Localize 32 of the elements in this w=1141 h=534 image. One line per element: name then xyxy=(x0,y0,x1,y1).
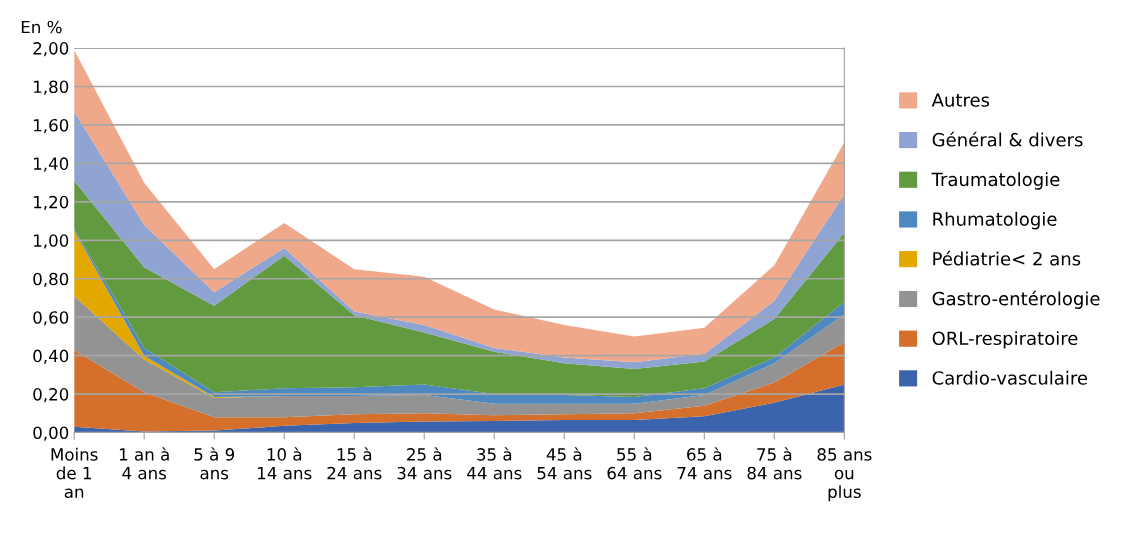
x-tick-label: 15 à 24 ans xyxy=(327,447,382,480)
x-tick-label: 75 à 84 ans xyxy=(747,447,802,480)
x-tick-label: Moins de 1 an xyxy=(51,447,98,499)
x-tick-label: 35 à 44 ans xyxy=(467,447,522,480)
legend-label: Autres xyxy=(931,93,990,107)
y-tick-label: 1,60 xyxy=(34,118,69,134)
y-tick-label: 1,20 xyxy=(34,195,69,211)
legend-label: Traumatologie xyxy=(931,172,1060,190)
x-tick-label: 25 à 34 ans xyxy=(397,447,452,480)
x-tick-label: 45 à 54 ans xyxy=(537,447,592,480)
y-tick-label: 0,20 xyxy=(33,388,69,403)
legend-label: Cardio-vasculaire xyxy=(932,370,1088,385)
legend-label: Pédiatrie< 2 ans xyxy=(933,250,1081,266)
x-tick-label: 10 à 14 ans xyxy=(258,447,312,480)
y-tick-label: 1,00 xyxy=(34,234,69,249)
y-tick-label: 1,40 xyxy=(34,157,69,172)
y-tick-label: 0,60 xyxy=(33,311,69,326)
y-tick-label: 0,40 xyxy=(33,349,69,364)
y-tick-label: 0,80 xyxy=(33,272,69,288)
y-tick-label: 2,00 xyxy=(33,42,69,57)
legend-label: ORL-respiratoire xyxy=(932,331,1078,349)
x-tick-label: 85 ans ou plus xyxy=(817,448,872,502)
y-tick-label: 0,00 xyxy=(33,426,69,441)
legend-label: Général & divers xyxy=(932,131,1083,147)
x-tick-label: 65 à 74 ans xyxy=(677,447,732,480)
x-tick-label: 55 à 64 ans xyxy=(607,447,662,480)
legend-label: Gastro-entérologie xyxy=(932,290,1100,309)
y-axis-title: En % xyxy=(21,20,62,34)
legend-label: Rhumatologie xyxy=(933,211,1057,230)
y-tick-label: 1,80 xyxy=(34,80,69,95)
x-tick-label: 5 à 9 ans xyxy=(194,447,235,480)
x-tick-label: 1 an à 4 ans xyxy=(119,447,169,480)
